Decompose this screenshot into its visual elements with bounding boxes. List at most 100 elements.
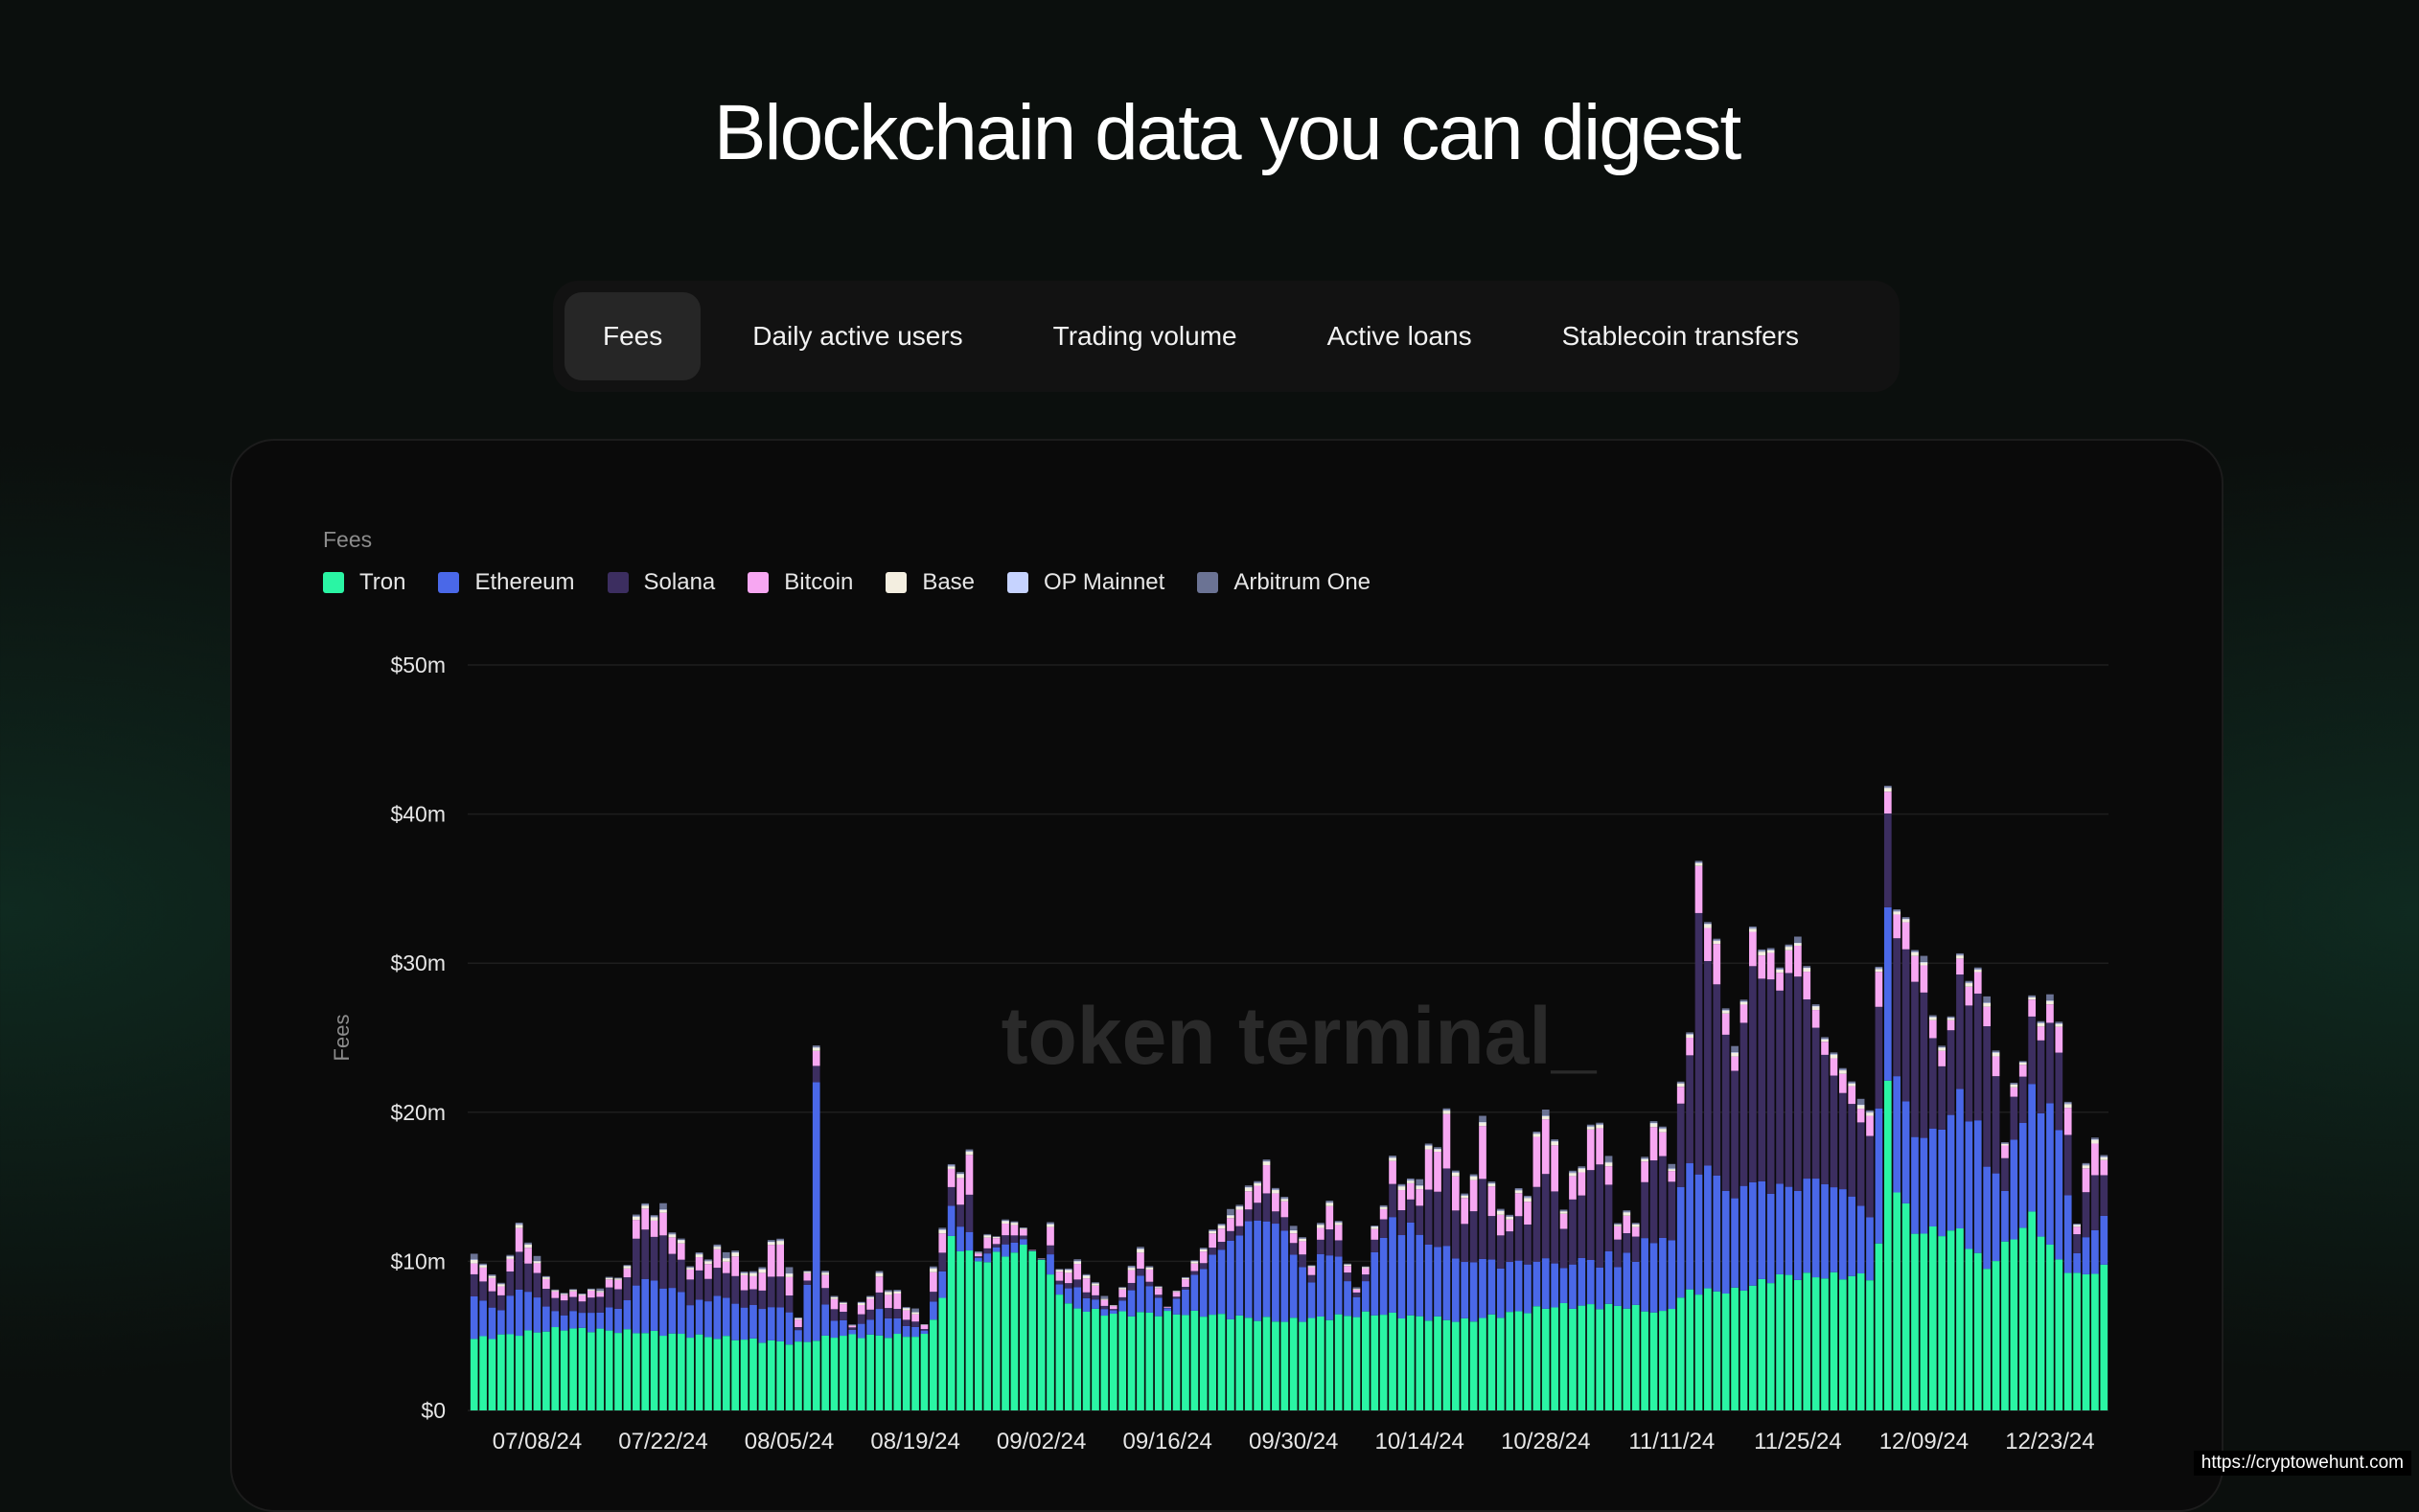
bar-segment-arbitrum-one[interactable] bbox=[1812, 1004, 1820, 1006]
bar-segment-base[interactable] bbox=[1200, 1249, 1208, 1251]
bar-segment-ethereum[interactable] bbox=[1308, 1282, 1316, 1317]
bar-segment-ethereum[interactable] bbox=[471, 1296, 478, 1339]
bar-segment-bitcoin[interactable] bbox=[542, 1279, 550, 1289]
bar-segment-tron[interactable] bbox=[633, 1333, 640, 1410]
bar-segment-op-mainnet[interactable] bbox=[1821, 1039, 1829, 1040]
bar-segment-ethereum[interactable] bbox=[1533, 1262, 1541, 1307]
bar-segment-op-mainnet[interactable] bbox=[893, 1291, 901, 1292]
bar-segment-tron[interactable] bbox=[1362, 1312, 1370, 1410]
bar-segment-arbitrum-one[interactable] bbox=[1182, 1277, 1189, 1278]
bar-segment-bitcoin[interactable] bbox=[1398, 1190, 1406, 1210]
bar-segment-bitcoin[interactable] bbox=[579, 1295, 587, 1301]
bar-segment-tron[interactable] bbox=[587, 1332, 595, 1410]
bar-segment-base[interactable] bbox=[471, 1260, 478, 1264]
bar-segment-ethereum[interactable] bbox=[1749, 1182, 1757, 1286]
bar-segment-base[interactable] bbox=[1921, 963, 1928, 966]
bar-segment-ethereum[interactable] bbox=[1118, 1300, 1126, 1311]
bar-segment-bitcoin[interactable] bbox=[1254, 1186, 1261, 1203]
bar-segment-base[interactable] bbox=[1659, 1129, 1667, 1133]
bar-segment-bitcoin[interactable] bbox=[2028, 999, 2036, 1017]
bar-segment-tron[interactable] bbox=[1902, 1203, 1910, 1410]
bar-segment-ethereum[interactable] bbox=[858, 1324, 865, 1339]
bar-segment-solana[interactable] bbox=[1569, 1200, 1577, 1265]
bar-segment-ethereum[interactable] bbox=[2028, 1084, 2036, 1211]
bar-segment-bitcoin[interactable] bbox=[1884, 791, 1892, 813]
bar-segment-solana[interactable] bbox=[885, 1308, 892, 1318]
bar-segment-bitcoin[interactable] bbox=[866, 1298, 874, 1309]
bar-segment-tron[interactable] bbox=[1542, 1309, 1550, 1410]
bar-segment-ethereum[interactable] bbox=[1722, 1191, 1730, 1294]
bar-segment-tron[interactable] bbox=[768, 1340, 775, 1410]
bar-segment-tron[interactable] bbox=[1182, 1315, 1189, 1410]
bar-segment-tron[interactable] bbox=[1011, 1252, 1019, 1410]
bar-segment-bitcoin[interactable] bbox=[1200, 1251, 1208, 1263]
bar-segment-op-mainnet[interactable] bbox=[1966, 982, 1973, 983]
bar-segment-ethereum[interactable] bbox=[1407, 1223, 1415, 1316]
bar-segment-arbitrum-one[interactable] bbox=[1966, 981, 1973, 983]
bar-segment-tron[interactable] bbox=[2038, 1237, 2045, 1410]
bar-segment-tron[interactable] bbox=[1272, 1321, 1279, 1410]
bar-segment-tron[interactable] bbox=[516, 1336, 523, 1410]
bar-segment-solana[interactable] bbox=[1839, 1093, 1847, 1189]
bar-segment-solana[interactable] bbox=[2064, 1134, 2072, 1195]
bar-segment-solana[interactable] bbox=[1047, 1246, 1054, 1254]
bar-segment-base[interactable] bbox=[1722, 1011, 1730, 1014]
bar-segment-op-mainnet[interactable] bbox=[956, 1174, 964, 1175]
bar-segment-ethereum[interactable] bbox=[1902, 1101, 1910, 1203]
bar-segment-tron[interactable] bbox=[1560, 1303, 1568, 1410]
bar-segment-tron[interactable] bbox=[2064, 1273, 2072, 1410]
bar-segment-tron[interactable] bbox=[1218, 1314, 1226, 1410]
bar-segment-tron[interactable] bbox=[1200, 1317, 1208, 1410]
bar-segment-solana[interactable] bbox=[1587, 1170, 1595, 1260]
bar-segment-solana[interactable] bbox=[659, 1235, 667, 1288]
bar-segment-base[interactable] bbox=[1794, 944, 1802, 946]
bar-segment-op-mainnet[interactable] bbox=[1857, 1105, 1865, 1106]
bar-segment-solana[interactable] bbox=[731, 1276, 739, 1304]
bar-segment-tron[interactable] bbox=[1235, 1316, 1243, 1410]
bar-segment-solana[interactable] bbox=[1966, 1005, 1973, 1121]
bar-segment-arbitrum-one[interactable] bbox=[831, 1296, 839, 1297]
bar-segment-base[interactable] bbox=[2100, 1157, 2108, 1160]
bar-segment-ethereum[interactable] bbox=[1325, 1255, 1333, 1320]
bar-segment-base[interactable] bbox=[524, 1245, 532, 1248]
bar-segment-arbitrum-one[interactable] bbox=[1839, 1068, 1847, 1070]
bar-segment-tron[interactable] bbox=[596, 1329, 604, 1410]
bar-segment-arbitrum-one[interactable] bbox=[1263, 1159, 1271, 1161]
bar-segment-arbitrum-one[interactable] bbox=[1542, 1110, 1550, 1115]
bar-segment-arbitrum-one[interactable] bbox=[1155, 1286, 1163, 1287]
bar-segment-solana[interactable] bbox=[1884, 813, 1892, 907]
bar-segment-op-mainnet[interactable] bbox=[1695, 862, 1703, 863]
bar-segment-solana[interactable] bbox=[506, 1271, 514, 1295]
bar-segment-bitcoin[interactable] bbox=[1443, 1114, 1451, 1169]
bar-segment-ethereum[interactable] bbox=[542, 1307, 550, 1332]
bar-segment-bitcoin[interactable] bbox=[1812, 1010, 1820, 1028]
bar-segment-solana[interactable] bbox=[1002, 1235, 1009, 1244]
bar-segment-ethereum[interactable] bbox=[893, 1318, 901, 1334]
bar-segment-tron[interactable] bbox=[848, 1334, 856, 1410]
bar-segment-ethereum[interactable] bbox=[1695, 1175, 1703, 1294]
bar-segment-arbitrum-one[interactable] bbox=[1083, 1274, 1091, 1275]
bar-segment-arbitrum-one[interactable] bbox=[1767, 948, 1775, 950]
bar-segment-arbitrum-one[interactable] bbox=[1641, 1157, 1648, 1158]
bar-segment-ethereum[interactable] bbox=[1831, 1187, 1838, 1272]
bar-segment-arbitrum-one[interactable] bbox=[2083, 1163, 2090, 1165]
bar-segment-ethereum[interactable] bbox=[1317, 1254, 1325, 1317]
bar-segment-solana[interactable] bbox=[2091, 1175, 2099, 1229]
bar-segment-base[interactable] bbox=[1515, 1190, 1523, 1193]
bar-segment-op-mainnet[interactable] bbox=[938, 1229, 946, 1230]
bar-segment-base[interactable] bbox=[489, 1276, 496, 1278]
bar-segment-tron[interactable] bbox=[1938, 1236, 1946, 1410]
bar-segment-arbitrum-one[interactable] bbox=[741, 1271, 749, 1272]
bar-segment-base[interactable] bbox=[1245, 1188, 1253, 1192]
bar-segment-tron[interactable] bbox=[524, 1330, 532, 1410]
bar-segment-ethereum[interactable] bbox=[831, 1320, 839, 1338]
bar-segment-tron[interactable] bbox=[1614, 1306, 1622, 1410]
bar-segment-base[interactable] bbox=[1542, 1116, 1550, 1119]
bar-segment-base[interactable] bbox=[1425, 1146, 1433, 1150]
bar-segment-bitcoin[interactable] bbox=[1713, 944, 1720, 984]
bar-segment-tron[interactable] bbox=[1245, 1317, 1253, 1410]
bar-segment-bitcoin[interactable] bbox=[1776, 973, 1784, 991]
bar-segment-bitcoin[interactable] bbox=[1542, 1119, 1550, 1174]
bar-segment-solana[interactable] bbox=[1065, 1283, 1072, 1288]
bar-segment-arbitrum-one[interactable] bbox=[1461, 1194, 1468, 1196]
